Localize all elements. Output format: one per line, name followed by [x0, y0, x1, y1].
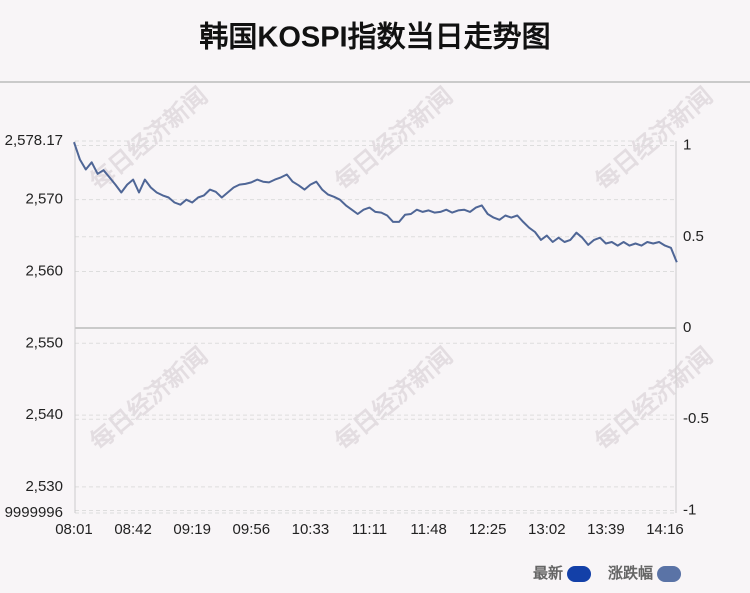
y2-tick-label: 1 [683, 137, 691, 154]
legend-swatch [657, 566, 682, 582]
x-tick-label: 10:33 [292, 521, 330, 538]
legend-label: 最新 [533, 564, 563, 582]
y-tick-label: 2,560 [25, 262, 63, 279]
x-tick-label: 13:39 [587, 521, 625, 538]
y-tick-label: 2,540 [25, 406, 63, 423]
x-tick-label: 08:42 [114, 521, 152, 538]
y-tick-label: 2,550 [25, 334, 63, 351]
y-tick-label: 2,570 [25, 191, 63, 208]
y-tick-label: 2,578.17 [5, 132, 63, 149]
x-tick-label: 11:11 [352, 521, 387, 538]
x-tick-label: 14:16 [646, 521, 684, 538]
chart-title: 韩国KOSPI指数当日走势图 [199, 21, 550, 54]
y2-tick-label: 0.5 [683, 228, 704, 245]
x-tick-label: 08:01 [55, 521, 93, 538]
y2-tick-label: 0 [683, 319, 691, 336]
y2-tick-label: -1 [683, 501, 696, 518]
x-tick-label: 09:56 [233, 521, 271, 538]
x-tick-label: 11:48 [410, 521, 446, 538]
legend-label: 涨跌幅 [608, 564, 653, 582]
legend-swatch [567, 566, 592, 582]
x-tick-label: 13:02 [528, 521, 566, 538]
y-tick-label: 2,530 [25, 478, 63, 495]
x-tick-label: 09:19 [173, 521, 211, 538]
y2-tick-label: -0.5 [683, 410, 709, 427]
y-tick-label: 9999996 [5, 504, 63, 521]
x-tick-label: 12:25 [469, 521, 507, 538]
series-line [73, 141, 678, 263]
